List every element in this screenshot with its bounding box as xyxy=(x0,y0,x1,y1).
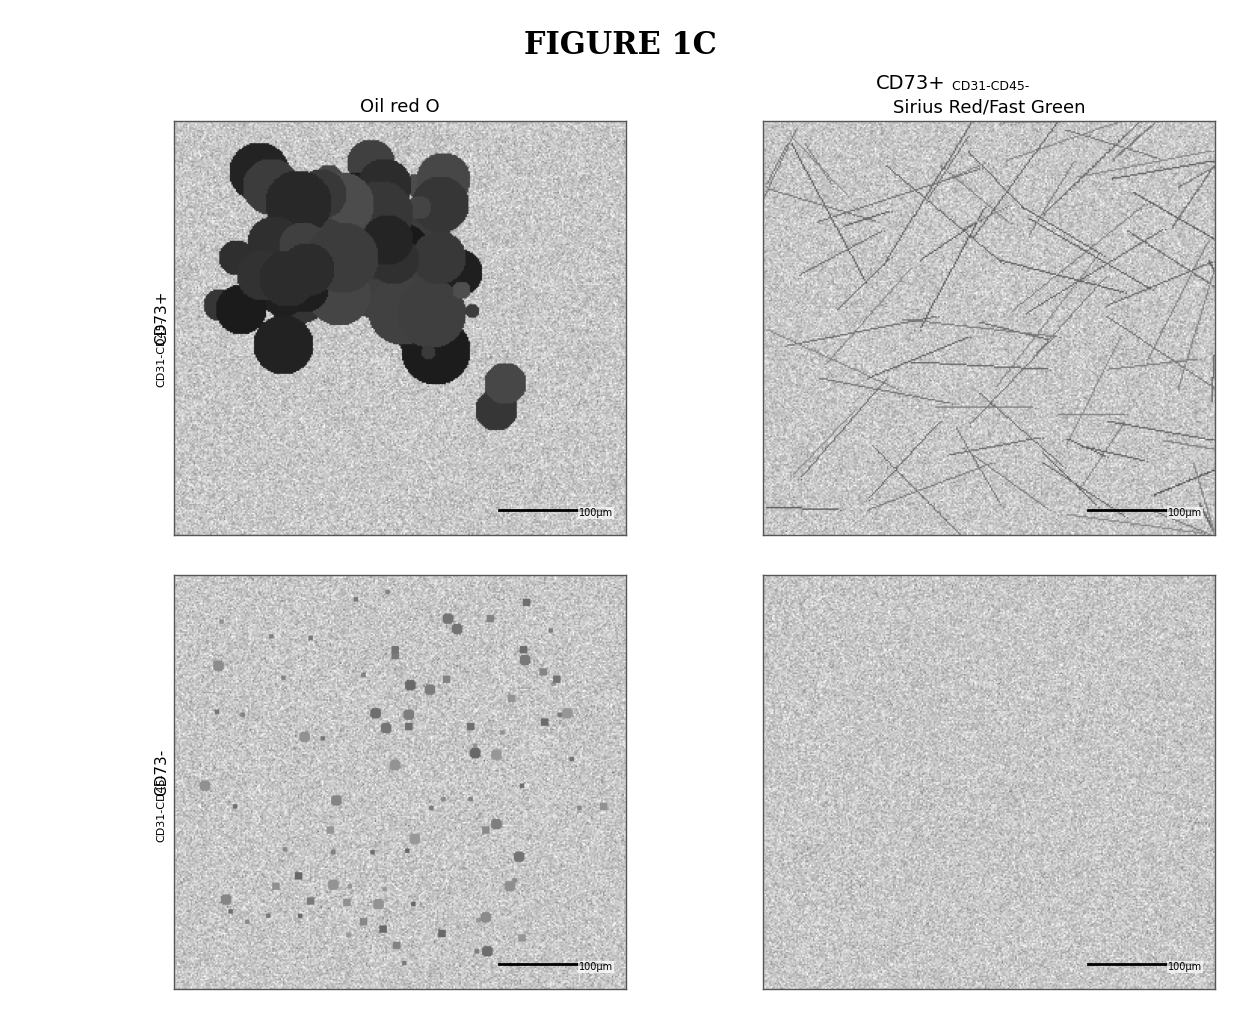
Text: Sirius Red/Fast Green: Sirius Red/Fast Green xyxy=(893,98,1085,116)
Text: 100μm: 100μm xyxy=(579,509,613,519)
Text: CD73+: CD73+ xyxy=(154,291,169,345)
Text: CD31-CD45-: CD31-CD45- xyxy=(156,773,166,842)
Text: CD73+: CD73+ xyxy=(875,74,945,93)
Text: Oil red O: Oil red O xyxy=(360,98,440,116)
Text: CD31-CD45-: CD31-CD45- xyxy=(156,319,166,387)
Text: CD73-: CD73- xyxy=(154,749,169,795)
Text: 100μm: 100μm xyxy=(579,963,613,973)
Text: CD31-CD45-: CD31-CD45- xyxy=(947,80,1029,93)
Text: Induced: Induced xyxy=(1238,292,1240,364)
Text: Control: Control xyxy=(1238,750,1240,814)
Text: FIGURE 1C: FIGURE 1C xyxy=(523,30,717,62)
Text: 100μm: 100μm xyxy=(1168,509,1202,519)
Text: 100μm: 100μm xyxy=(1168,963,1202,973)
